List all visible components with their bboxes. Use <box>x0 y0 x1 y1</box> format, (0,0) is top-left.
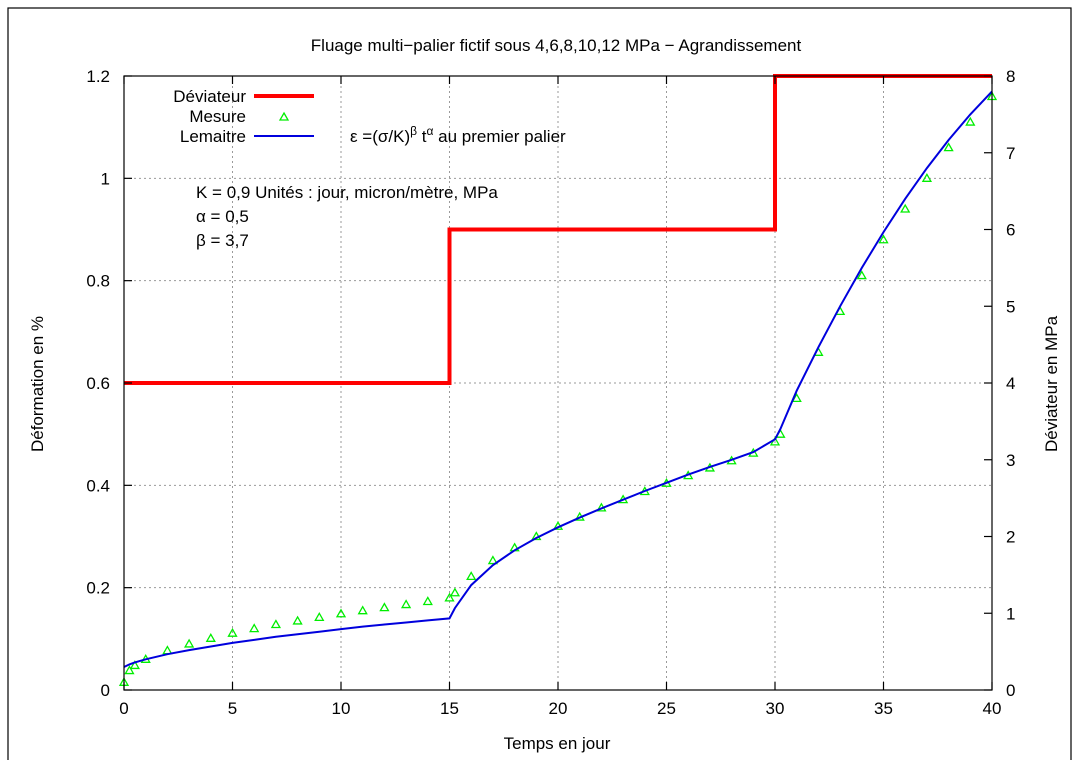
series-lemaitre-line <box>123 90 993 668</box>
mesure-point <box>466 571 477 581</box>
x-tick-label: 20 <box>549 699 568 718</box>
y2-axis-label: Déviateur en MPa <box>1042 315 1061 452</box>
x-tick-label: 0 <box>119 699 128 718</box>
legend-label-deviateur: Déviateur <box>173 87 246 106</box>
y-tick-label: 0.2 <box>86 579 110 598</box>
x-axis-label: Temps en jour <box>504 734 611 753</box>
mesure-point <box>449 587 461 597</box>
x-tick-label: 35 <box>874 699 893 718</box>
mesure-point <box>292 615 303 625</box>
mesure-point <box>205 633 216 642</box>
x-tick-label: 5 <box>228 699 237 718</box>
mesure-point <box>878 234 889 244</box>
y2-tick-label: 5 <box>1006 297 1015 316</box>
param-k-annotation: K = 0,9 Unités : jour, micron/mètre, MPa <box>196 183 498 202</box>
x-tick-label: 25 <box>657 699 676 718</box>
mesure-point <box>335 608 347 618</box>
mesure-point <box>379 602 390 612</box>
y-tick-label: 0.6 <box>86 374 110 393</box>
mesure-point <box>487 555 499 565</box>
param-beta-annotation: β = 3,7 <box>196 231 249 250</box>
y-tick-label: 0 <box>101 681 110 700</box>
tick-layer: 0 5 10 15 20 25 30 35 4000.20.40.60.811.20123456… <box>86 67 1015 718</box>
y-axis-label: Déformation en % <box>28 316 47 452</box>
chart-title: Fluage multi−palier fictif sous 4,6,8,10… <box>311 36 802 55</box>
x-tick-label: 15 <box>440 699 459 718</box>
mesure-point <box>249 623 260 633</box>
y2-tick-label: 0 <box>1006 681 1015 700</box>
legend-label-mesure: Mesure <box>189 107 246 126</box>
mesure-point <box>965 116 976 126</box>
y-tick-label: 1 <box>101 169 110 188</box>
mesure-point <box>183 638 195 648</box>
legend: Déviateur Mesure Lemaitre <box>173 87 314 146</box>
y-tick-label: 1.2 <box>86 67 110 86</box>
mesure-point <box>444 592 455 602</box>
mesure-point <box>357 605 368 615</box>
legend-swatch-mesure <box>278 111 290 121</box>
legend-label-lemaitre: Lemaitre <box>180 127 246 146</box>
mesure-point <box>921 173 933 182</box>
y-tick-label: 0.4 <box>86 476 110 495</box>
x-tick-label: 40 <box>983 699 1002 718</box>
formula-annotation: ε =(σ/K)β tα au premier palier <box>350 124 566 146</box>
mesure-point <box>400 599 412 609</box>
y2-tick-label: 7 <box>1006 144 1015 163</box>
y2-tick-label: 4 <box>1006 374 1015 393</box>
series-mesure-markers <box>118 91 998 686</box>
mesure-point <box>162 645 173 655</box>
outer-frame <box>7 7 1072 760</box>
param-alpha-annotation: α = 0,5 <box>196 207 249 226</box>
y2-tick-label: 6 <box>1006 221 1015 240</box>
y-tick-label: 0.8 <box>86 272 110 291</box>
y2-tick-label: 1 <box>1006 604 1015 623</box>
mesure-point <box>129 660 140 670</box>
mesure-point <box>422 596 433 606</box>
mesure-point <box>943 142 954 152</box>
mesure-point <box>856 270 867 280</box>
mesure-point <box>227 627 238 637</box>
grid <box>124 76 992 690</box>
mesure-point <box>124 665 135 675</box>
mesure-point <box>900 203 911 213</box>
x-tick-label: 30 <box>766 699 785 718</box>
x-tick-label: 10 <box>332 699 351 718</box>
y2-tick-label: 3 <box>1006 451 1015 470</box>
y2-tick-label: 2 <box>1006 528 1015 547</box>
y2-tick-label: 8 <box>1006 67 1015 86</box>
mesure-point <box>314 612 325 621</box>
mesure-point <box>270 619 282 629</box>
